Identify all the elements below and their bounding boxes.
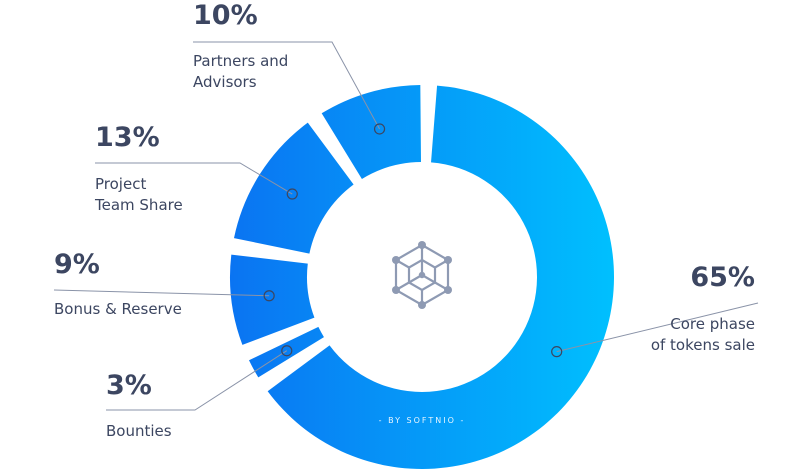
slice-1 (248, 326, 324, 378)
value-label-2: 9% (54, 249, 100, 280)
hexagon-network-icon (392, 241, 452, 309)
leader-line-0 (556, 302, 759, 353)
value-label-0: 65% (690, 262, 755, 293)
leader-line-2 (53, 289, 270, 297)
marker-dot-0 (551, 346, 563, 358)
marker-dot-2 (263, 290, 275, 302)
category-label-4: Partners and Advisors (193, 52, 288, 91)
watermark-text: - BY SOFTNIO - (379, 416, 466, 425)
slice-4 (321, 85, 421, 179)
marker-dot-1 (281, 345, 293, 357)
leader-line-1 (106, 350, 288, 411)
category-label-2: Bonus & Reserve (54, 300, 182, 318)
slice-0 (267, 85, 615, 470)
slice-3 (233, 122, 354, 254)
leader-line-3 (95, 162, 293, 195)
value-label-3: 13% (95, 122, 160, 153)
value-label-1: 3% (106, 370, 152, 401)
value-label-4: 10% (193, 0, 258, 31)
category-label-0: Core phase of tokens sale (651, 315, 755, 354)
marker-dot-3 (286, 188, 298, 200)
labels-group: 65% Core phase of tokens sale 3% Bounties 9% B… (54, 0, 755, 440)
marker-dot-4 (373, 123, 386, 135)
leader-lines-group (53, 41, 759, 411)
category-label-3: Project Team Share (94, 175, 183, 214)
category-label-1: Bounties (106, 422, 172, 440)
leader-line-4 (193, 41, 380, 130)
